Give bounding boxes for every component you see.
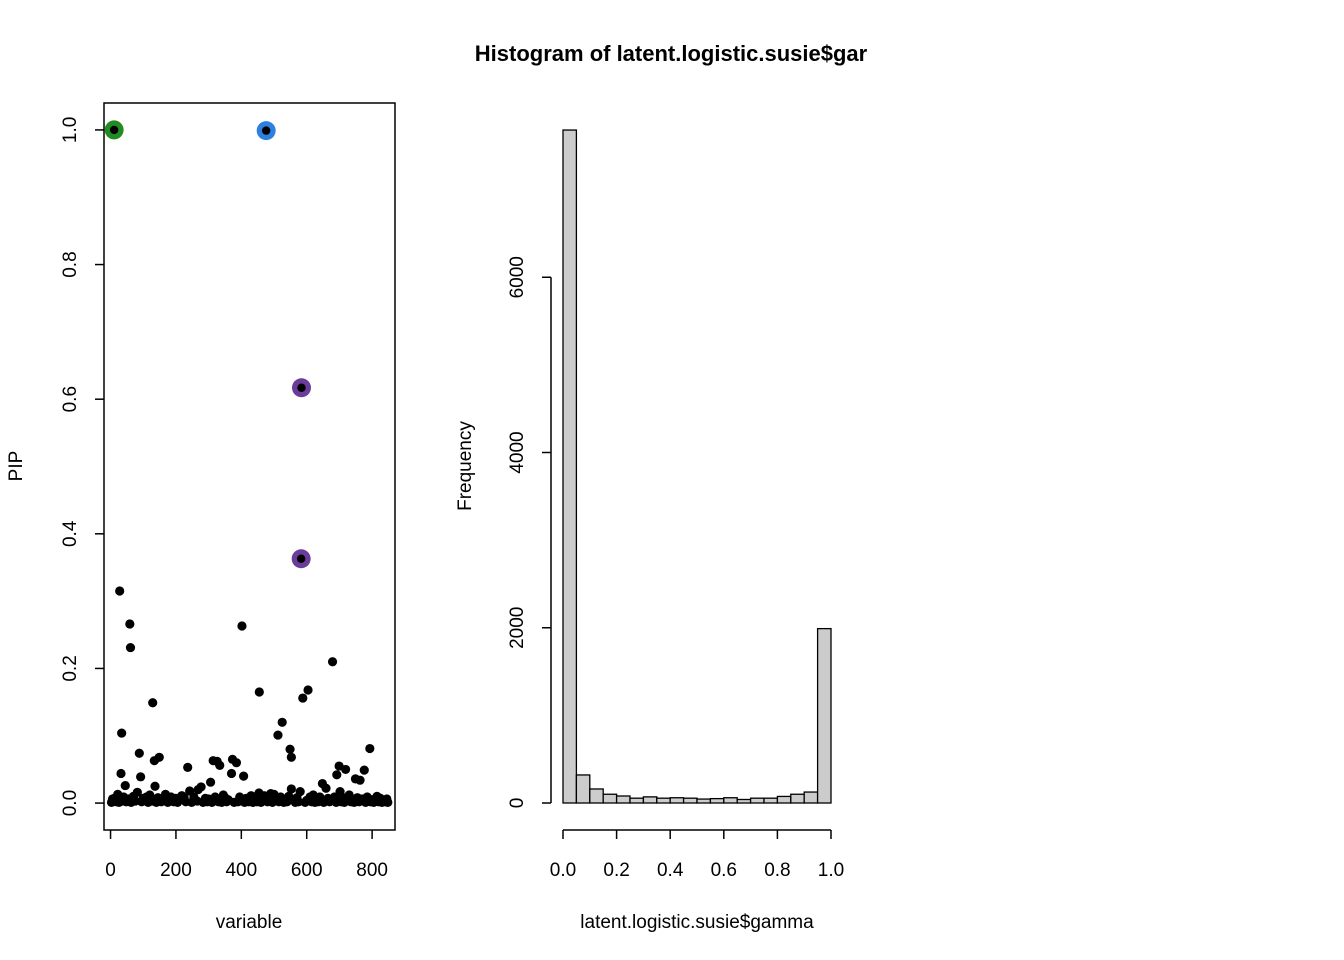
scatter-point xyxy=(115,586,125,596)
highlighted-point xyxy=(296,554,306,563)
pip-scatter-panel: 0 200 400 600 800 0.0 0.2 0.4 0.6 0.8 1.0 variabl… xyxy=(6,102,396,933)
scatter-point xyxy=(193,785,203,795)
histogram-bar xyxy=(763,797,779,804)
scatter-point xyxy=(286,784,296,794)
histogram-bar xyxy=(816,627,832,804)
highlighted-point xyxy=(109,125,119,135)
histogram-bar xyxy=(602,793,618,804)
histogram-y-axis: 0 2000 4000 6000 xyxy=(507,256,552,809)
scatter-x-tick-label: 200 xyxy=(160,860,192,881)
histogram-x-axis: 0.0 0.2 0.4 0.6 0.8 1.0 xyxy=(550,829,844,881)
scatter-point xyxy=(303,685,313,695)
histogram-y-tick-label: 6000 xyxy=(507,256,528,298)
histogram-bar xyxy=(682,797,698,804)
histogram-bar xyxy=(669,797,685,804)
histogram-x-tick-label: 0.2 xyxy=(603,860,629,881)
histogram-bar xyxy=(709,797,725,804)
histogram-bar xyxy=(736,798,752,804)
histogram-y-tick-label: 2000 xyxy=(507,607,528,649)
histogram-x-tick-label: 0.8 xyxy=(764,860,790,881)
scatter-point xyxy=(341,764,351,775)
histogram-x-tick-label: 0.4 xyxy=(657,860,684,881)
scatter-point xyxy=(277,717,287,727)
histogram-x-tick-label: 0.6 xyxy=(711,860,737,881)
scatter-point xyxy=(365,743,375,754)
scatter-points xyxy=(104,120,393,808)
histogram-bar xyxy=(615,795,631,804)
scatter-point xyxy=(231,758,242,768)
scatter-point xyxy=(239,771,249,781)
scatter-point xyxy=(136,772,146,782)
scatter-point xyxy=(150,781,160,791)
histogram-x-label: latent.logistic.susie$gamma xyxy=(580,912,814,933)
histogram-bar xyxy=(589,788,604,804)
scatter-point xyxy=(149,756,159,766)
scatter-point xyxy=(254,687,264,697)
histogram-bar xyxy=(642,796,658,804)
histogram-y-tick-label: 4000 xyxy=(507,431,528,473)
histogram-bar xyxy=(723,797,738,804)
histogram-bar xyxy=(562,129,578,804)
scatter-point xyxy=(298,693,308,703)
highlighted-point xyxy=(297,383,306,392)
scatter-x-tick-label: 0 xyxy=(105,860,116,881)
histogram-bar xyxy=(629,797,645,804)
scatter-y-label: PIP xyxy=(6,451,27,482)
scatter-point xyxy=(116,768,126,779)
scatter-y-tick-label: 0.6 xyxy=(60,386,81,412)
scatter-point xyxy=(183,762,193,772)
scatter-x-tick-label: 800 xyxy=(356,860,388,881)
scatter-point xyxy=(125,619,135,629)
scatter-point xyxy=(215,760,225,770)
highlighted-point xyxy=(261,126,271,135)
histogram-x-tick-label: 1.0 xyxy=(818,860,844,881)
scatter-point xyxy=(226,768,237,779)
scatter-point xyxy=(282,797,292,807)
scatter-point xyxy=(205,777,216,787)
scatter-point xyxy=(172,797,183,808)
scatter-point xyxy=(134,748,144,758)
histogram-bar xyxy=(749,797,765,804)
histogram-y-label: Frequency xyxy=(455,421,476,511)
scatter-point xyxy=(359,765,369,775)
scatter-point xyxy=(222,797,232,807)
histogram-y-tick-label: 0 xyxy=(507,798,528,809)
scatter-point xyxy=(285,744,295,754)
gamma-histogram-panel: Histogram of latent.logistic.susie$gar 0… xyxy=(455,41,868,933)
scatter-y-tick-label: 0.0 xyxy=(60,790,81,816)
scatter-point xyxy=(148,698,158,708)
scatter-y-axis: 0.0 0.2 0.4 0.6 0.8 1.0 xyxy=(60,117,104,816)
scatter-point xyxy=(117,728,127,738)
scatter-point xyxy=(327,657,338,667)
histogram-bar xyxy=(776,795,792,804)
histogram-title: Histogram of latent.logistic.susie$gar xyxy=(475,41,868,66)
scatter-y-tick-label: 0.8 xyxy=(60,251,81,277)
scatter-point xyxy=(321,783,331,793)
histogram-x-tick-label: 0.0 xyxy=(550,860,576,881)
histogram-bar xyxy=(575,774,591,804)
scatter-x-tick-label: 400 xyxy=(225,860,257,881)
scatter-point xyxy=(383,797,393,808)
scatter-point xyxy=(237,621,247,631)
scatter-point xyxy=(286,752,296,762)
scatter-point xyxy=(125,642,136,653)
histogram-bar xyxy=(696,798,712,804)
histogram-bar xyxy=(803,791,819,804)
scatter-x-tick-label: 600 xyxy=(291,860,323,881)
scatter-y-tick-label: 0.2 xyxy=(60,655,81,681)
scatter-y-tick-label: 1.0 xyxy=(60,117,81,143)
scatter-point xyxy=(273,730,283,740)
scatter-x-label: variable xyxy=(216,912,283,933)
scatter-x-axis: 0 200 400 600 800 xyxy=(105,830,388,881)
scatter-point xyxy=(332,770,342,780)
histogram-bars xyxy=(562,129,832,804)
histogram-bar xyxy=(790,793,805,804)
histogram-bar xyxy=(656,797,671,804)
scatter-point xyxy=(120,780,130,791)
scatter-point xyxy=(355,775,365,785)
scatter-y-tick-label: 0.4 xyxy=(60,520,81,547)
scatter-plot-box xyxy=(103,102,396,831)
